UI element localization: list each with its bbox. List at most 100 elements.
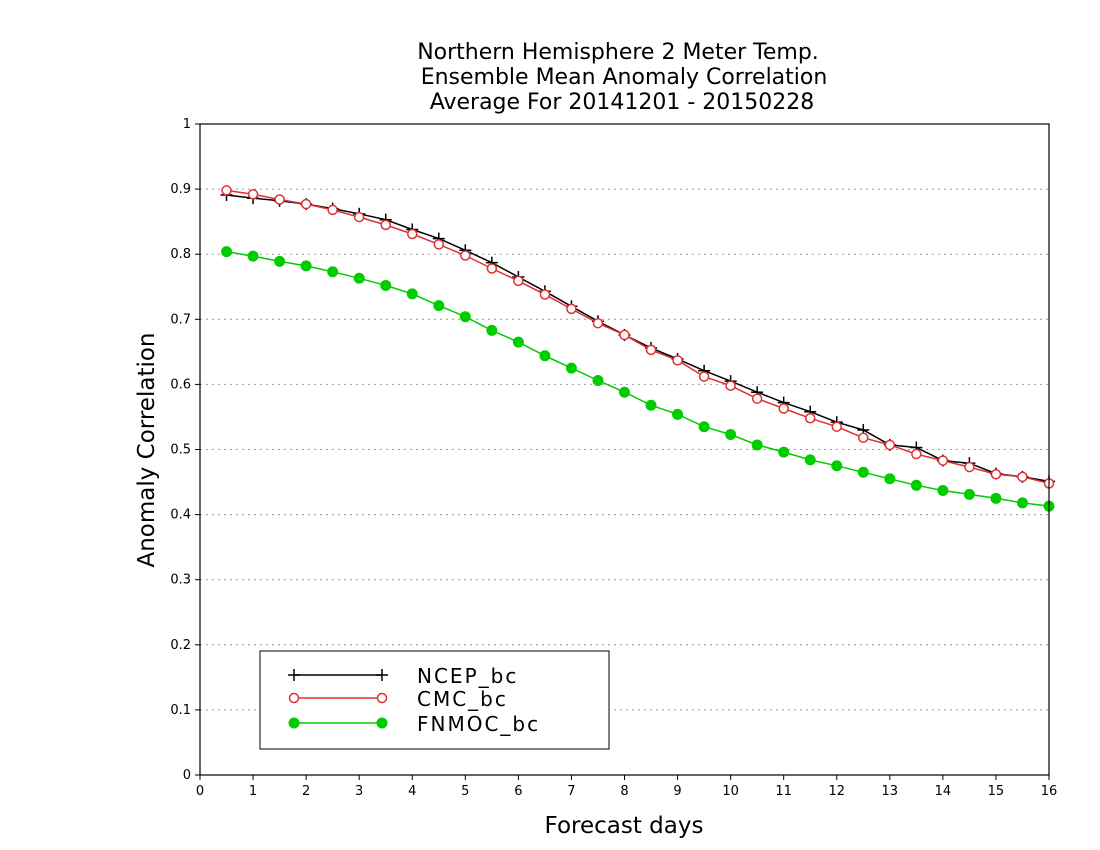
- filled-circle-marker: [751, 439, 763, 451]
- open-circle-marker: [592, 317, 604, 329]
- filled-circle-marker: [778, 446, 790, 458]
- x-tick-label: 8: [620, 784, 628, 799]
- open-circle-marker: [804, 413, 816, 424]
- legend-swatch-cmc-bc: [288, 692, 388, 704]
- open-circle-marker: [964, 461, 975, 473]
- filled-circle-marker: [274, 255, 286, 267]
- open-circle-marker: [937, 455, 949, 466]
- y-tick-label: 0.5: [170, 443, 191, 458]
- legend-swatch-ncep-bc: [288, 669, 388, 681]
- open-circle-marker: [433, 239, 445, 250]
- filled-circle-marker: [804, 454, 816, 466]
- filled-circle-marker: [288, 717, 300, 729]
- open-circle-marker: [380, 219, 391, 231]
- filled-circle-marker: [592, 374, 604, 386]
- open-circle-marker: [566, 303, 577, 315]
- open-circle-marker: [672, 355, 683, 366]
- legend-label-fnmoc: FNMOC_bc: [417, 712, 540, 736]
- x-tick-label: 7: [567, 784, 575, 799]
- open-circle-marker: [1017, 471, 1028, 483]
- x-tick-label: 4: [408, 784, 416, 799]
- filled-circle-marker: [380, 279, 392, 291]
- filled-circle-marker: [433, 300, 445, 312]
- open-circle-marker: [300, 198, 312, 210]
- open-circle-marker: [884, 439, 896, 451]
- filled-circle-marker: [376, 717, 388, 729]
- filled-circle-marker: [672, 408, 684, 420]
- axis-ticks: 00.10.20.30.40.50.60.70.80.910 1 2 3 4 5 6 7 8 9 1…: [170, 117, 1057, 799]
- legend-box: [259, 650, 610, 750]
- y-tick-label: 0.4: [170, 508, 191, 523]
- open-circle-marker: [376, 692, 388, 704]
- open-circle-marker: [911, 448, 922, 460]
- open-circle-marker: [858, 432, 869, 444]
- x-tick-label: 6: [514, 784, 522, 799]
- filled-circle-marker: [565, 362, 577, 374]
- x-tick-label: 1: [249, 784, 257, 799]
- legend-swatches: [288, 669, 388, 729]
- y-tick-label: 0.1: [170, 703, 191, 718]
- x-tick-label: 16: [1041, 784, 1058, 799]
- filled-circle-marker: [963, 488, 975, 500]
- filled-circle-marker: [300, 260, 312, 272]
- chart-title-line-1: Northern Hemisphere 2 Meter Temp.: [417, 40, 819, 65]
- x-tick-label: 5: [461, 784, 469, 799]
- plus-marker: [376, 669, 388, 681]
- x-tick-label: 2: [302, 784, 310, 799]
- chart-title-line-2: Ensemble Mean Anomaly Correlation: [421, 65, 828, 90]
- y-tick-label: 0.7: [170, 312, 191, 327]
- x-tick-label: 9: [673, 784, 681, 799]
- filled-circle-marker: [857, 466, 869, 478]
- filled-circle-marker: [539, 350, 551, 362]
- open-circle-marker: [645, 344, 657, 356]
- legend-label-ncep: NCEP_bc: [417, 664, 518, 688]
- open-circle-marker: [274, 194, 285, 205]
- y-tick-label: 0.2: [170, 638, 191, 653]
- filled-circle-marker: [406, 288, 418, 300]
- filled-circle-marker: [353, 272, 365, 284]
- open-circle-marker: [221, 185, 232, 196]
- filled-circle-marker: [1016, 497, 1028, 509]
- y-tick-label: 1: [183, 117, 191, 132]
- y-tick-label: 0.3: [170, 573, 191, 588]
- x-tick-label: 15: [988, 784, 1005, 799]
- y-tick-label: 0.8: [170, 247, 191, 262]
- y-tick-label: 0: [183, 768, 191, 783]
- filled-circle-marker: [725, 429, 737, 441]
- x-axis-label: Forecast days: [545, 813, 704, 839]
- x-tick-label: 10: [722, 784, 739, 799]
- legend: NCEP_bc CMC_bc FNMOC_bc: [259, 650, 610, 750]
- plot-frame: [199, 123, 1050, 776]
- filled-circle-marker: [459, 311, 471, 323]
- filled-circle-marker: [486, 324, 498, 336]
- open-circle-marker: [778, 403, 789, 414]
- open-circle-marker: [513, 275, 524, 287]
- open-circle-marker: [460, 250, 471, 261]
- series-fnmoc-bc: [221, 246, 1055, 512]
- filled-circle-marker: [698, 421, 710, 433]
- filled-circle-marker: [247, 250, 259, 262]
- open-circle-marker: [247, 189, 259, 200]
- open-circle-marker: [327, 204, 338, 216]
- x-tick-label: 0: [196, 784, 204, 799]
- open-circle-marker: [990, 468, 1002, 480]
- y-axis-label: Anomaly Correlation: [134, 332, 160, 567]
- x-tick-label: 3: [355, 784, 363, 799]
- x-tick-label: 12: [828, 784, 845, 799]
- open-circle-marker: [407, 228, 418, 240]
- filled-circle-marker: [221, 246, 233, 258]
- plus-marker: [288, 669, 300, 681]
- open-circle-marker: [539, 289, 551, 300]
- filled-circle-marker: [884, 473, 896, 485]
- open-circle-marker: [831, 421, 842, 432]
- filled-circle-marker: [645, 399, 657, 411]
- open-circle-marker: [288, 692, 300, 704]
- filled-circle-marker: [937, 485, 949, 497]
- open-circle-marker: [486, 263, 498, 274]
- series-cmc-bc: [221, 185, 1055, 489]
- y-tick-label: 0.6: [170, 377, 191, 392]
- filled-circle-marker: [512, 336, 524, 348]
- legend-label-cmc: CMC_bc: [417, 687, 508, 711]
- filled-circle-marker: [990, 492, 1002, 504]
